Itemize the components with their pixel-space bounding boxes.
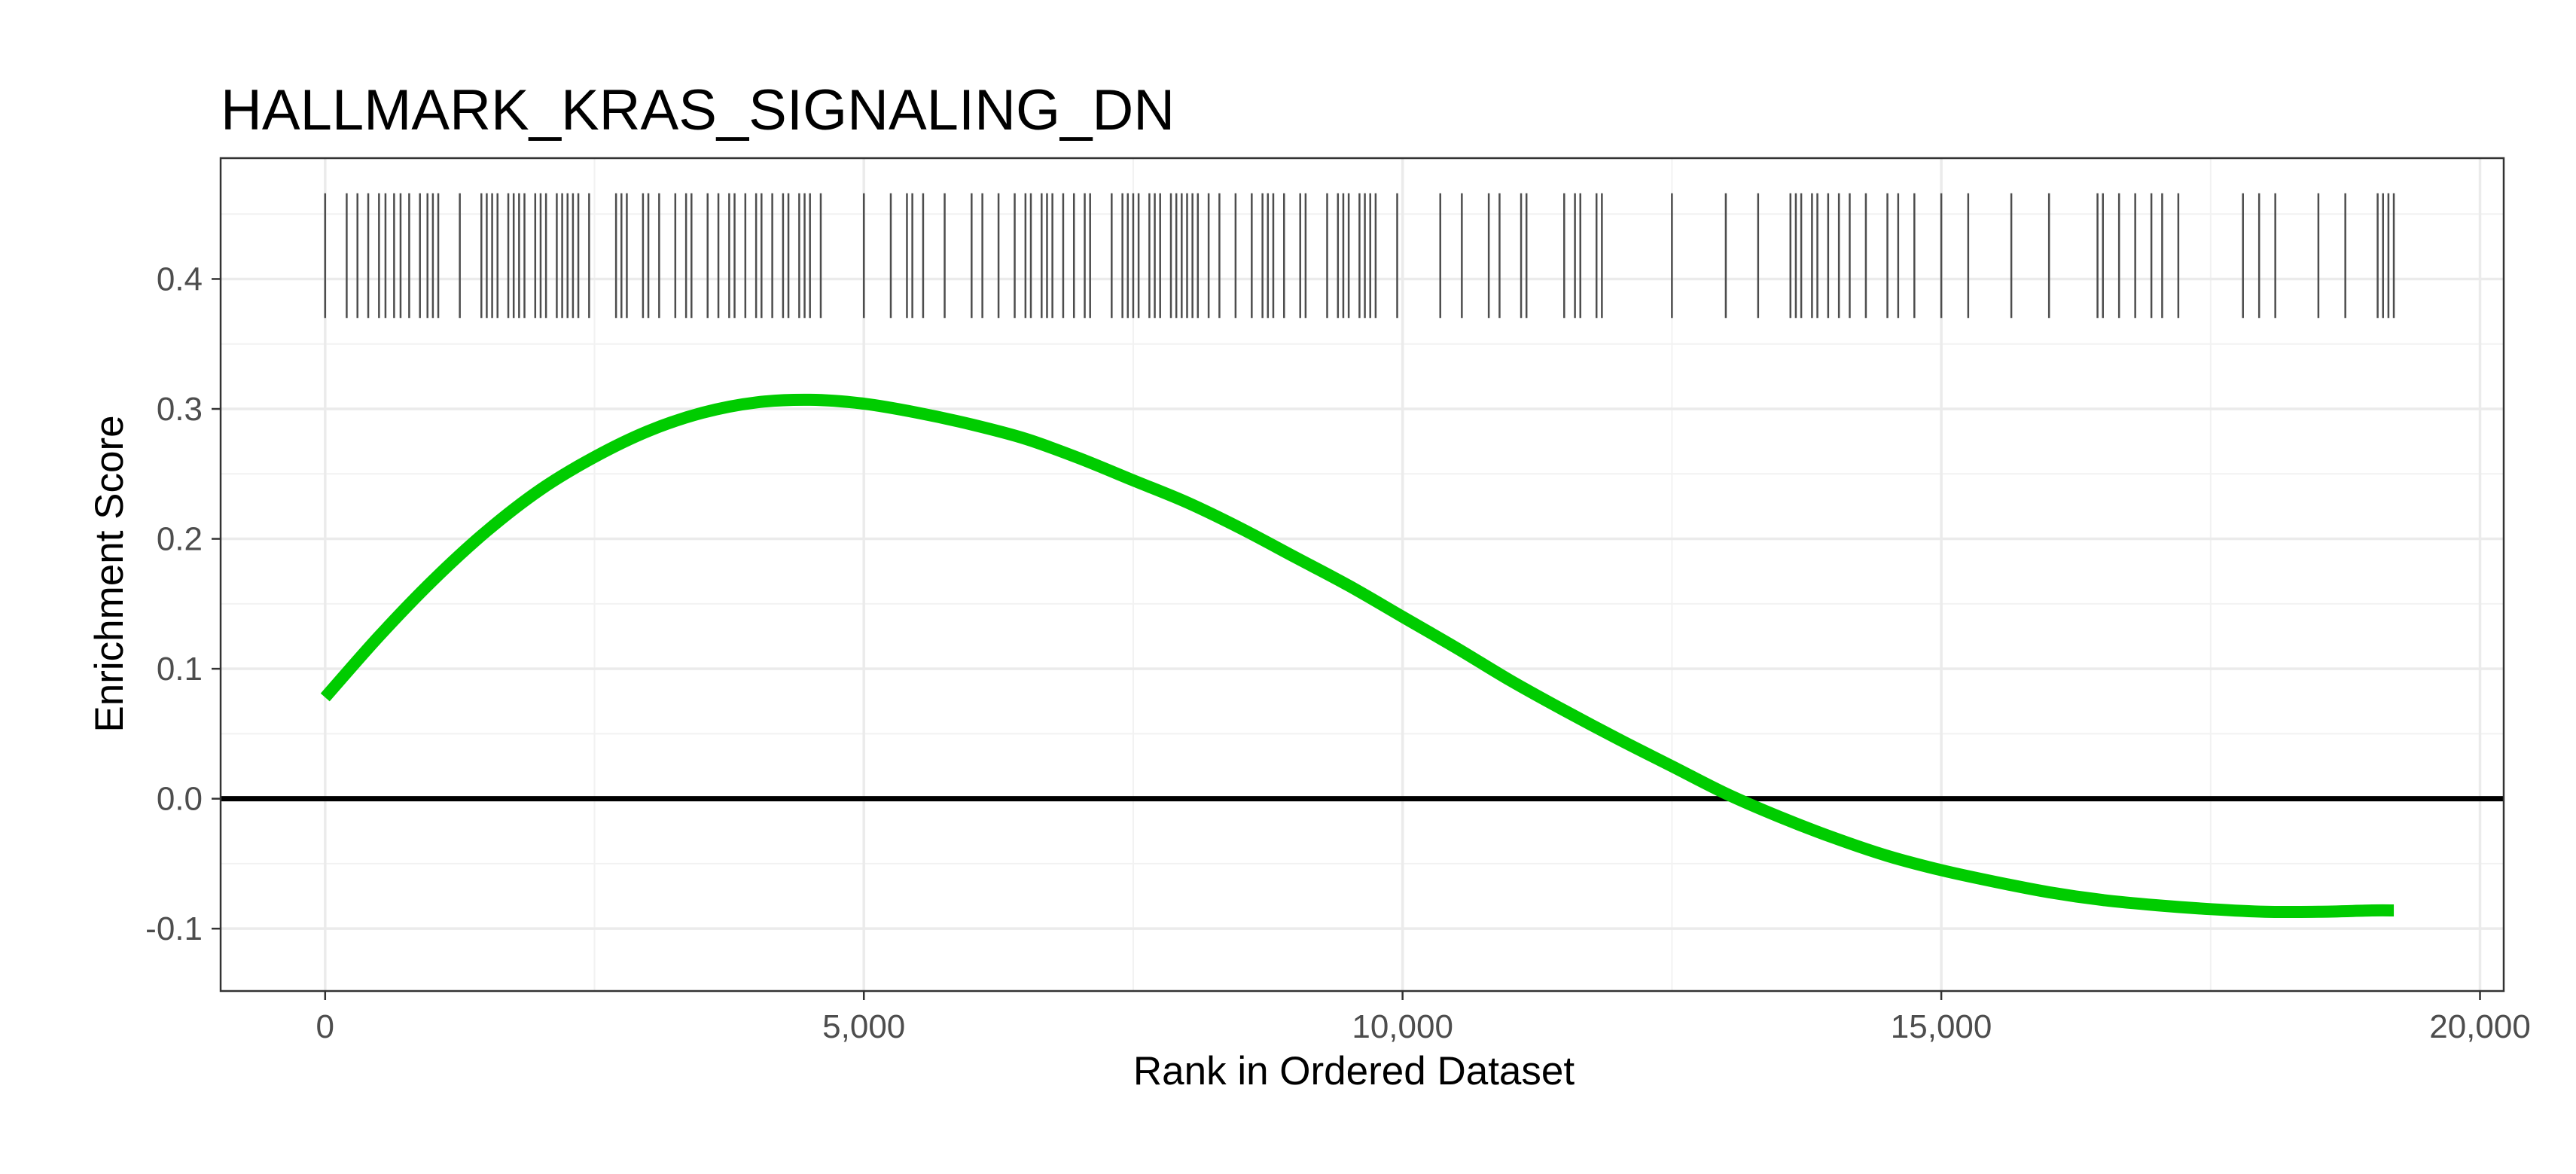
y-tick-label: 0.0	[157, 781, 203, 818]
x-axis: 0 5,000 10,000 15,000 20,000	[316, 991, 2531, 1045]
x-tick-label: 5,000	[822, 1008, 905, 1045]
x-tick-label: 0	[316, 1008, 334, 1045]
x-tick-label: 15,000	[1891, 1008, 1992, 1045]
x-tick-label: 10,000	[1352, 1008, 1453, 1045]
y-tick-label: 0.1	[157, 651, 203, 688]
enrichment-score-curve	[320, 393, 2395, 919]
y-axis-title: Enrichment Score	[87, 415, 132, 732]
y-tick-label: 0.4	[157, 261, 203, 297]
y-axis: -0.1 0.0 0.1 0.2 0.3 0.4	[145, 261, 221, 947]
plot-panel-border	[219, 157, 2505, 993]
x-tick-label: 20,000	[2429, 1008, 2531, 1045]
y-tick-label: -0.1	[145, 910, 203, 947]
y-tick-label: 0.3	[157, 391, 203, 428]
y-tick-label: 0.2	[157, 521, 203, 558]
gene-hit-rug	[324, 193, 2395, 319]
chart-title: HALLMARK_KRAS_SIGNALING_DN	[221, 78, 1175, 142]
x-axis-title: Rank in Ordered Dataset	[1133, 1049, 1575, 1093]
